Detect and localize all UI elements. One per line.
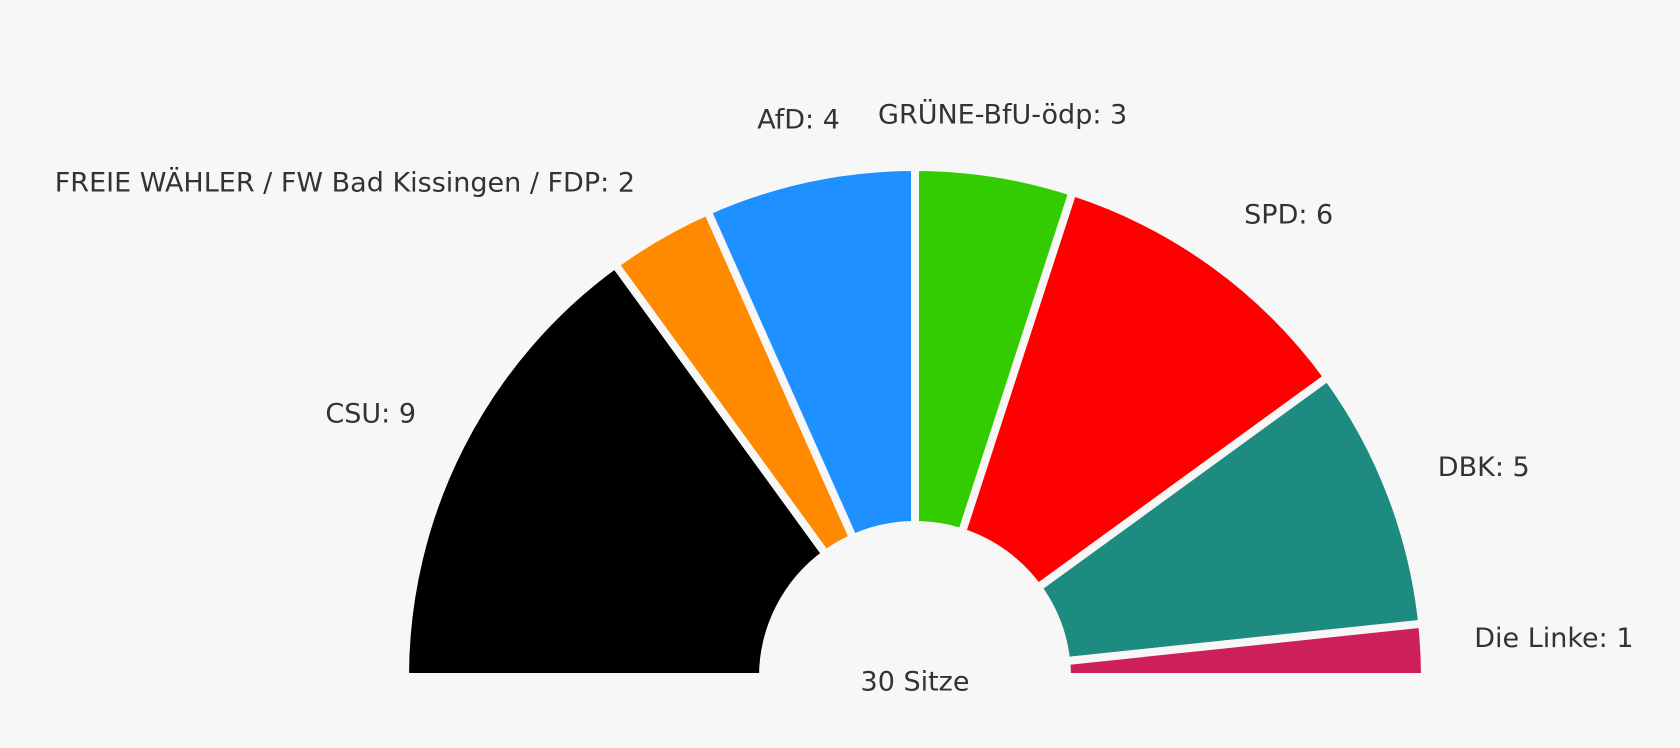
seat-wedge bbox=[1032, 371, 1427, 666]
wedge-label: GRÜNE-BfU-ödp: 3 bbox=[878, 98, 1127, 130]
wedge-label: CSU: 9 bbox=[325, 398, 416, 429]
seat-wedge bbox=[400, 258, 832, 681]
seat-wedge bbox=[956, 186, 1334, 594]
seat-wedge bbox=[702, 162, 919, 544]
seat-wedge bbox=[1061, 619, 1430, 681]
wedge-label: DBK: 5 bbox=[1438, 452, 1530, 483]
wedge-label: FREIE WÄHLER / FW Bad Kissingen / FDP: 2 bbox=[55, 167, 635, 199]
wedge-label: SPD: 6 bbox=[1244, 199, 1333, 230]
wedge-label: AfD: 4 bbox=[757, 105, 840, 136]
total-label: 30 Sitze bbox=[861, 667, 970, 698]
wedge-label: Die Linke: 1 bbox=[1474, 623, 1633, 654]
